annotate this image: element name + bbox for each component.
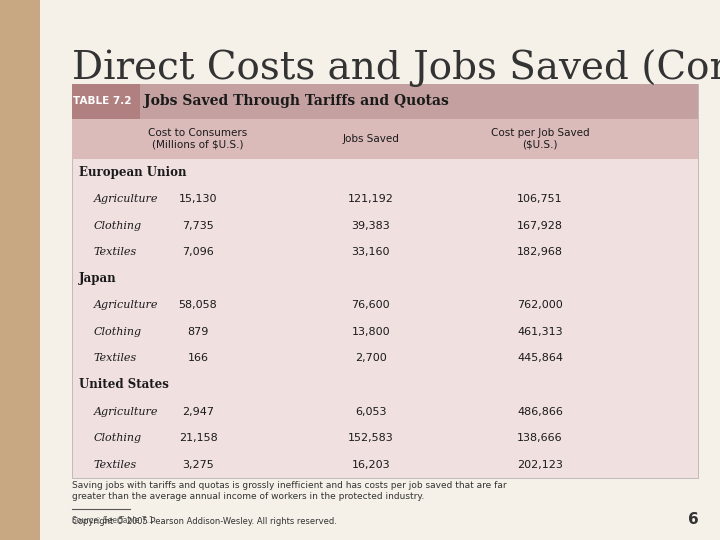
Text: 2,947: 2,947 <box>182 407 214 416</box>
Text: 445,864: 445,864 <box>517 353 563 363</box>
Text: Japan: Japan <box>79 272 117 285</box>
Text: 166: 166 <box>187 353 209 363</box>
Text: Source: See Table 7.1.: Source: See Table 7.1. <box>72 516 156 525</box>
Text: 6,053: 6,053 <box>355 407 387 416</box>
Text: 138,666: 138,666 <box>517 433 563 443</box>
Text: 7,735: 7,735 <box>182 221 214 231</box>
Text: 121,192: 121,192 <box>348 194 394 204</box>
Text: 6: 6 <box>688 511 698 526</box>
Text: 182,968: 182,968 <box>517 247 563 257</box>
Text: Clothing: Clothing <box>94 433 142 443</box>
Text: 762,000: 762,000 <box>517 300 563 310</box>
Text: Direct Costs and Jobs Saved (Cont.): Direct Costs and Jobs Saved (Cont.) <box>72 49 720 86</box>
Text: Textiles: Textiles <box>94 247 137 257</box>
Text: 3,275: 3,275 <box>182 460 214 470</box>
Text: 106,751: 106,751 <box>517 194 563 204</box>
Text: Copyright © 2005 Pearson Addison-Wesley. All rights reserved.: Copyright © 2005 Pearson Addison-Wesley.… <box>72 517 337 526</box>
Text: TABLE 7.2: TABLE 7.2 <box>73 96 132 106</box>
Text: 58,058: 58,058 <box>179 300 217 310</box>
Text: Jobs Saved: Jobs Saved <box>343 134 399 144</box>
Text: 76,600: 76,600 <box>351 300 390 310</box>
Text: 202,123: 202,123 <box>517 460 563 470</box>
Text: Textiles: Textiles <box>94 460 137 470</box>
Text: Textiles: Textiles <box>94 353 137 363</box>
Text: Jobs Saved Through Tariffs and Quotas: Jobs Saved Through Tariffs and Quotas <box>144 94 449 108</box>
Text: 167,928: 167,928 <box>517 221 563 231</box>
Text: 152,583: 152,583 <box>348 433 394 443</box>
Text: Saving jobs with tariffs and quotas is grossly inefficient and has costs per job: Saving jobs with tariffs and quotas is g… <box>72 481 507 502</box>
Text: 13,800: 13,800 <box>351 327 390 337</box>
Text: Agriculture: Agriculture <box>94 194 158 204</box>
Text: Agriculture: Agriculture <box>94 300 158 310</box>
Text: 486,866: 486,866 <box>517 407 563 416</box>
Text: 33,160: 33,160 <box>351 247 390 257</box>
Text: Cost to Consumers
(Millions of $U.S.): Cost to Consumers (Millions of $U.S.) <box>148 128 248 150</box>
Text: 879: 879 <box>187 327 209 337</box>
Text: Clothing: Clothing <box>94 221 142 231</box>
Text: 21,158: 21,158 <box>179 433 217 443</box>
Text: 461,313: 461,313 <box>517 327 563 337</box>
Text: 2,700: 2,700 <box>355 353 387 363</box>
Text: Agriculture: Agriculture <box>94 407 158 416</box>
Text: Cost per Job Saved
($U.S.): Cost per Job Saved ($U.S.) <box>491 128 589 150</box>
Text: 15,130: 15,130 <box>179 194 217 204</box>
Text: Clothing: Clothing <box>94 327 142 337</box>
Text: European Union: European Union <box>79 166 186 179</box>
Text: United States: United States <box>79 379 169 392</box>
Text: 7,096: 7,096 <box>182 247 214 257</box>
Text: 39,383: 39,383 <box>351 221 390 231</box>
Text: 16,203: 16,203 <box>351 460 390 470</box>
